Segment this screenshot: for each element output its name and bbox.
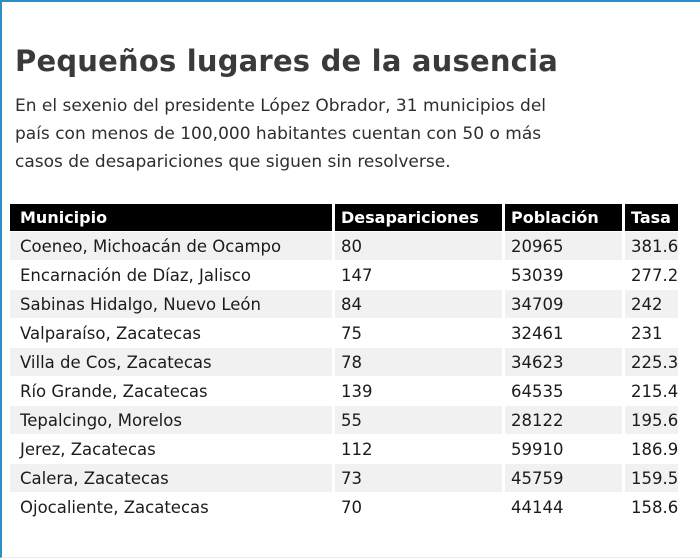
cell-municipio: Sabinas Hidalgo, Nuevo León: [10, 290, 332, 319]
cell-municipio: Río Grande, Zacatecas: [10, 377, 332, 406]
cell-municipio: Encarnación de Díaz, Jalisco: [10, 261, 332, 290]
cell-municipio: Calera, Zacatecas: [10, 464, 332, 493]
cell-tasa: 186.9: [622, 435, 678, 464]
description-line: En el sexenio del presidente López Obrad…: [15, 96, 547, 116]
cell-tasa: 277.2: [622, 261, 678, 290]
table-body: Coeneo, Michoacán de Ocampo 80 20965 381.6 E…: [10, 232, 678, 522]
cell-tasa: 215.4: [622, 377, 678, 406]
cell-poblacion: 34709: [502, 290, 622, 319]
cell-desapariciones: 75: [332, 319, 502, 348]
table-row: Valparaíso, Zacatecas 75 32461 231: [10, 319, 678, 348]
table-row: Jerez, Zacatecas 112 59910 186.9: [10, 435, 678, 464]
cell-desapariciones: 70: [332, 493, 502, 522]
cell-desapariciones: 73: [332, 464, 502, 493]
column-header-desapariciones: Desapariciones: [332, 204, 502, 232]
cell-desapariciones: 80: [332, 232, 502, 261]
cell-desapariciones: 112: [332, 435, 502, 464]
table-header-row: Municipio Desapariciones Población Tasa: [10, 204, 678, 232]
page-title: Pequeños lugares de la ausencia: [15, 44, 558, 78]
data-table: Municipio Desapariciones Población Tasa …: [10, 204, 678, 522]
cell-municipio: Ojocaliente, Zacatecas: [10, 493, 332, 522]
table-row: Villa de Cos, Zacatecas 78 34623 225.3: [10, 348, 678, 377]
cell-poblacion: 34623: [502, 348, 622, 377]
table-row: Río Grande, Zacatecas 139 64535 215.4: [10, 377, 678, 406]
cell-desapariciones: 147: [332, 261, 502, 290]
column-header-tasa: Tasa: [622, 204, 678, 232]
cell-desapariciones: 55: [332, 406, 502, 435]
content-area: Pequeños lugares de la ausencia En el se…: [2, 2, 700, 522]
description-line: país con menos de 100,000 habitantes cue…: [15, 124, 542, 144]
table-row: Sabinas Hidalgo, Nuevo León 84 34709 242: [10, 290, 678, 319]
cell-tasa: 231: [622, 319, 678, 348]
cell-poblacion: 53039: [502, 261, 622, 290]
cell-tasa: 381.6: [622, 232, 678, 261]
cell-desapariciones: 78: [332, 348, 502, 377]
cell-poblacion: 20965: [502, 232, 622, 261]
table-row: Tepalcingo, Morelos 55 28122 195.6: [10, 406, 678, 435]
description: En el sexenio del presidente López Obrad…: [10, 79, 682, 176]
table-row: Encarnación de Díaz, Jalisco 147 53039 277.…: [10, 261, 678, 290]
description-line: casos de desapariciones que siguen sin r…: [15, 152, 451, 172]
cell-poblacion: 45759: [502, 464, 622, 493]
cell-poblacion: 59910: [502, 435, 622, 464]
cell-poblacion: 32461: [502, 319, 622, 348]
cell-poblacion: 44144: [502, 493, 622, 522]
cell-tasa: 195.6: [622, 406, 678, 435]
cell-municipio: Villa de Cos, Zacatecas: [10, 348, 332, 377]
cell-poblacion: 64535: [502, 377, 622, 406]
cell-poblacion: 28122: [502, 406, 622, 435]
cell-desapariciones: 139: [332, 377, 502, 406]
cell-tasa: 242: [622, 290, 678, 319]
column-header-poblacion: Población: [502, 204, 622, 232]
table-row: Coeneo, Michoacán de Ocampo 80 20965 381.6: [10, 232, 678, 261]
column-header-municipio: Municipio: [10, 204, 332, 232]
cell-municipio: Coeneo, Michoacán de Ocampo: [10, 232, 332, 261]
table-row: Calera, Zacatecas 73 45759 159.5: [10, 464, 678, 493]
cell-tasa: 225.3: [622, 348, 678, 377]
cell-desapariciones: 84: [332, 290, 502, 319]
table-row: Ojocaliente, Zacatecas 70 44144 158.6: [10, 493, 678, 522]
cell-tasa: 159.5: [622, 464, 678, 493]
cell-tasa: 158.6: [622, 493, 678, 522]
cell-municipio: Tepalcingo, Morelos: [10, 406, 332, 435]
cell-municipio: Valparaíso, Zacatecas: [10, 319, 332, 348]
cell-municipio: Jerez, Zacatecas: [10, 435, 332, 464]
